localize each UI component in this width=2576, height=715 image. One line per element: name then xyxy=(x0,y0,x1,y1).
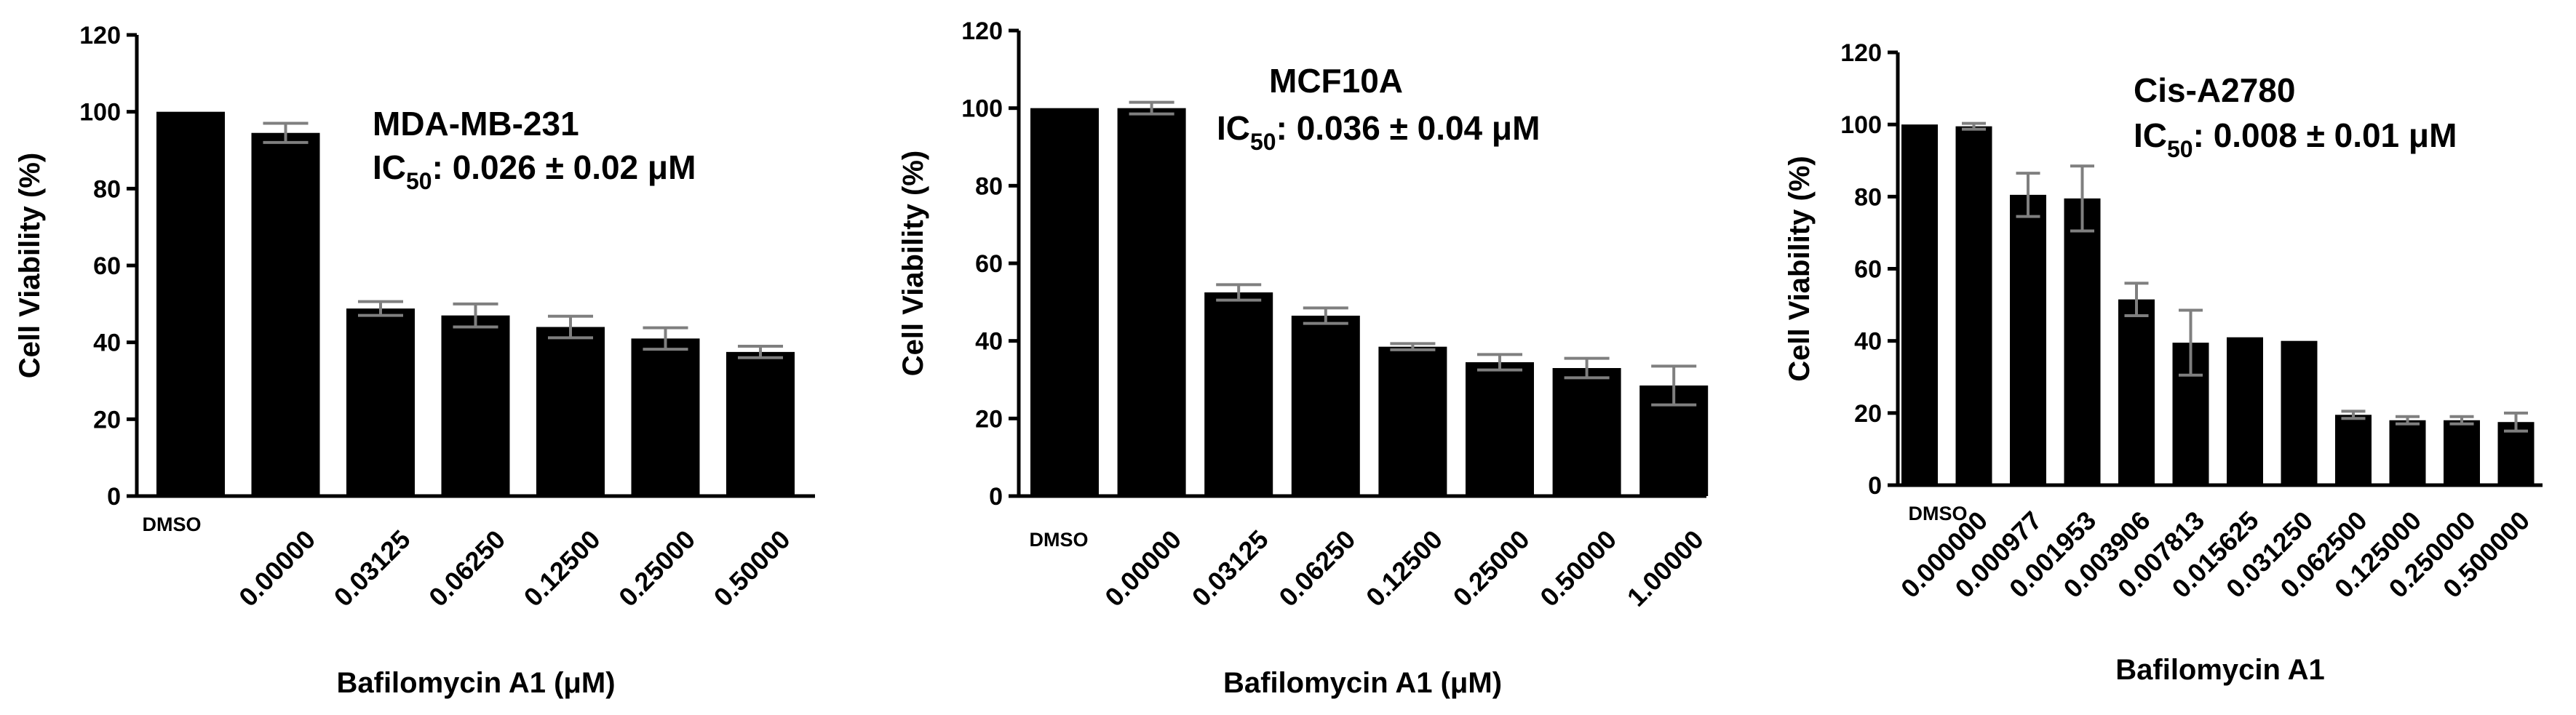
x-tick-label: 1.00000 xyxy=(1621,524,1709,612)
chart-title: MCF10A xyxy=(1269,62,1403,100)
bar xyxy=(2444,420,2480,485)
bar xyxy=(346,308,415,496)
ic50-annotation: IC50: 0.036 ± 0.04 μM xyxy=(1217,109,1540,155)
x-tick-label: 0.03125 xyxy=(328,524,416,612)
bar xyxy=(441,315,510,496)
y-tick-label: 100 xyxy=(79,99,121,127)
chart-title: Cis-A2780 xyxy=(2134,71,2295,109)
y-tick-label: 40 xyxy=(975,328,1003,356)
x-tick-label: 0.03125 xyxy=(1186,524,1274,612)
y-tick-label: 0 xyxy=(1868,472,1882,500)
bar xyxy=(2497,422,2535,485)
bar xyxy=(1901,124,1938,485)
x-tick-label: 0.25000 xyxy=(613,524,701,612)
y-tick-label: 40 xyxy=(1854,328,1882,356)
x-tick-label: 0.50000 xyxy=(708,524,796,612)
y-tick-label: 40 xyxy=(93,329,121,357)
bar xyxy=(1466,362,1534,496)
x-tick-label: 0.50000 xyxy=(1534,524,1622,612)
bar xyxy=(1291,316,1360,496)
ic50-value: : 0.036 ± 0.04 μM xyxy=(1276,109,1541,147)
y-tick-label: 0 xyxy=(107,483,121,511)
x-tick-label: DMSO xyxy=(1030,529,1089,551)
bar xyxy=(1552,368,1621,496)
y-tick-label: 20 xyxy=(975,405,1003,433)
ic50-subscript: 50 xyxy=(1250,129,1276,155)
x-tick-label: DMSO xyxy=(1909,503,1968,524)
ic50-subscript: 50 xyxy=(2167,136,2193,162)
bar xyxy=(726,351,795,496)
ic50-value: : 0.026 ± 0.02 μM xyxy=(432,148,696,186)
bar xyxy=(1204,292,1273,496)
y-tick-label: 100 xyxy=(1840,111,1882,139)
bar xyxy=(536,327,605,496)
ic50-value: : 0.008 ± 0.01 μM xyxy=(2193,116,2457,154)
y-tick-label: 0 xyxy=(989,483,1003,511)
chart-1: 0 20 40 60 80 100 120 DMSO 0.00000 0.03125 0.06250… xyxy=(14,22,815,699)
ic50-annotation: IC50: 0.026 ± 0.02 μM xyxy=(373,148,696,194)
ic50-prefix: IC xyxy=(2134,116,2167,154)
bar xyxy=(1955,126,1992,486)
y-tick-label: 120 xyxy=(79,22,121,49)
y-axis-label: Cell Viability (%) xyxy=(1784,156,1816,381)
bar xyxy=(1117,108,1186,496)
ic50-annotation: IC50: 0.008 ± 0.01 μM xyxy=(2134,116,2457,162)
y-tick-label: 120 xyxy=(961,17,1003,45)
ic50-prefix: IC xyxy=(373,148,406,186)
bar xyxy=(1378,346,1447,496)
x-tick-label: 0.12500 xyxy=(1360,524,1448,612)
x-tick-label: 0.00000 xyxy=(1099,524,1187,612)
bar xyxy=(2281,340,2318,485)
chart-2: 0 20 40 60 80 100 120 DMSO 0.000000.031250.06250… xyxy=(897,17,1709,699)
x-tick-label: 0.25000 xyxy=(1447,524,1535,612)
y-axis-label: Cell Viability (%) xyxy=(14,153,46,378)
y-tick-label: 60 xyxy=(93,252,121,280)
y-tick-label: 20 xyxy=(1854,400,1882,428)
y-tick-label: 80 xyxy=(93,175,121,203)
x-tick-label: DMSO xyxy=(143,514,202,535)
bar xyxy=(2389,420,2426,485)
ic50-prefix: IC xyxy=(1217,109,1250,147)
x-tick-label: 0.12500 xyxy=(518,524,606,612)
y-tick-label: 60 xyxy=(975,250,1003,278)
y-axis-label: Cell Viability (%) xyxy=(897,151,929,376)
ic50-subscript: 50 xyxy=(406,168,432,194)
y-tick-label: 120 xyxy=(1840,39,1882,67)
bar xyxy=(156,111,225,496)
x-tick-label: 0.06250 xyxy=(423,524,511,612)
x-axis-label: Bafilomycin A1 xyxy=(2115,654,2324,686)
x-tick-label: 0.06250 xyxy=(1273,524,1361,612)
y-tick-label: 100 xyxy=(961,95,1003,123)
bar xyxy=(1030,108,1099,496)
y-tick-label: 20 xyxy=(93,406,121,434)
bar xyxy=(2064,198,2101,485)
bar xyxy=(251,132,320,496)
bar xyxy=(631,338,700,496)
chart-3: 020406080100120DMSO0.0000000.0009770.001… xyxy=(1784,39,2543,686)
bar xyxy=(2118,299,2155,485)
x-tick-label: 0.00000 xyxy=(233,524,321,612)
x-axis-label: Bafilomycin A1 (μM) xyxy=(1223,667,1502,699)
chart-title: MDA-MB-231 xyxy=(373,105,579,143)
x-axis-label: Bafilomycin A1 (μM) xyxy=(336,667,615,699)
bar xyxy=(2227,337,2263,485)
bar xyxy=(2335,415,2372,485)
y-tick-label: 80 xyxy=(1854,183,1882,211)
bar xyxy=(2010,194,2046,485)
y-tick-label: 80 xyxy=(975,172,1003,200)
y-tick-label: 60 xyxy=(1854,256,1882,284)
